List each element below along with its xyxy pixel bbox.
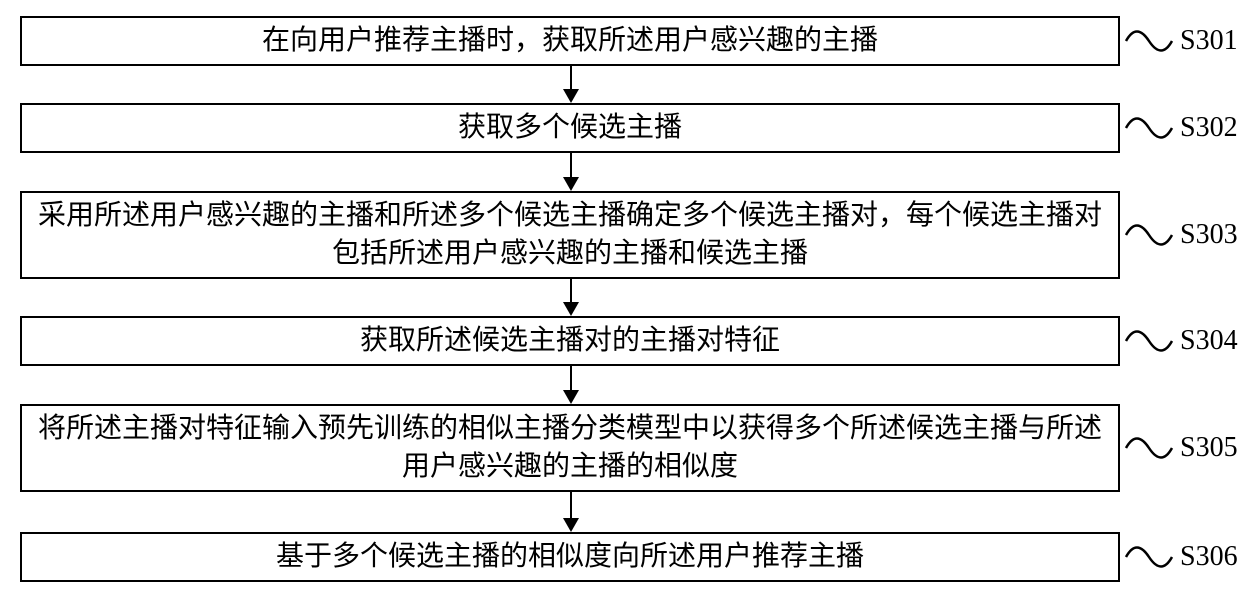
flow-arrow: [570, 153, 572, 191]
connector-squiggle: [1124, 320, 1174, 367]
flow-arrow: [570, 492, 572, 532]
step-text: 基于多个候选主播的相似度向所述用户推荐主播: [276, 538, 864, 576]
step-text: 将所述主播对特征输入预先训练的相似主播分类模型中以获得多个所述候选主播与所述用户…: [30, 410, 1110, 486]
flowchart-step: 基于多个候选主播的相似度向所述用户推荐主播: [20, 532, 1120, 582]
step-text: 在向用户推荐主播时，获取所述用户感兴趣的主播: [262, 22, 878, 60]
flow-arrow: [570, 66, 572, 103]
connector-squiggle: [1124, 214, 1174, 261]
flowchart-step: 获取所述候选主播对的主播对特征: [20, 316, 1120, 366]
step-text: 获取多个候选主播: [458, 109, 682, 147]
step-label: S304: [1180, 325, 1238, 357]
connector-squiggle: [1124, 427, 1174, 474]
flowchart-step: 获取多个候选主播: [20, 103, 1120, 153]
step-label: S302: [1180, 112, 1238, 144]
step-label: S303: [1180, 219, 1238, 251]
connector-squiggle: [1124, 20, 1174, 67]
step-label: S306: [1180, 541, 1238, 573]
flowchart-step: 采用所述用户感兴趣的主播和所述多个候选主播确定多个候选主播对，每个候选主播对包括…: [20, 191, 1120, 279]
flow-arrow: [570, 279, 572, 316]
flow-arrow: [570, 366, 572, 404]
step-label: S305: [1180, 432, 1238, 464]
connector-squiggle: [1124, 536, 1174, 583]
step-label: S301: [1180, 25, 1238, 57]
step-text: 获取所述候选主播对的主播对特征: [360, 322, 780, 360]
connector-squiggle: [1124, 107, 1174, 154]
flowchart-step: 将所述主播对特征输入预先训练的相似主播分类模型中以获得多个所述候选主播与所述用户…: [20, 404, 1120, 492]
flowchart-step: 在向用户推荐主播时，获取所述用户感兴趣的主播: [20, 16, 1120, 66]
step-text: 采用所述用户感兴趣的主播和所述多个候选主播确定多个候选主播对，每个候选主播对包括…: [30, 197, 1110, 273]
